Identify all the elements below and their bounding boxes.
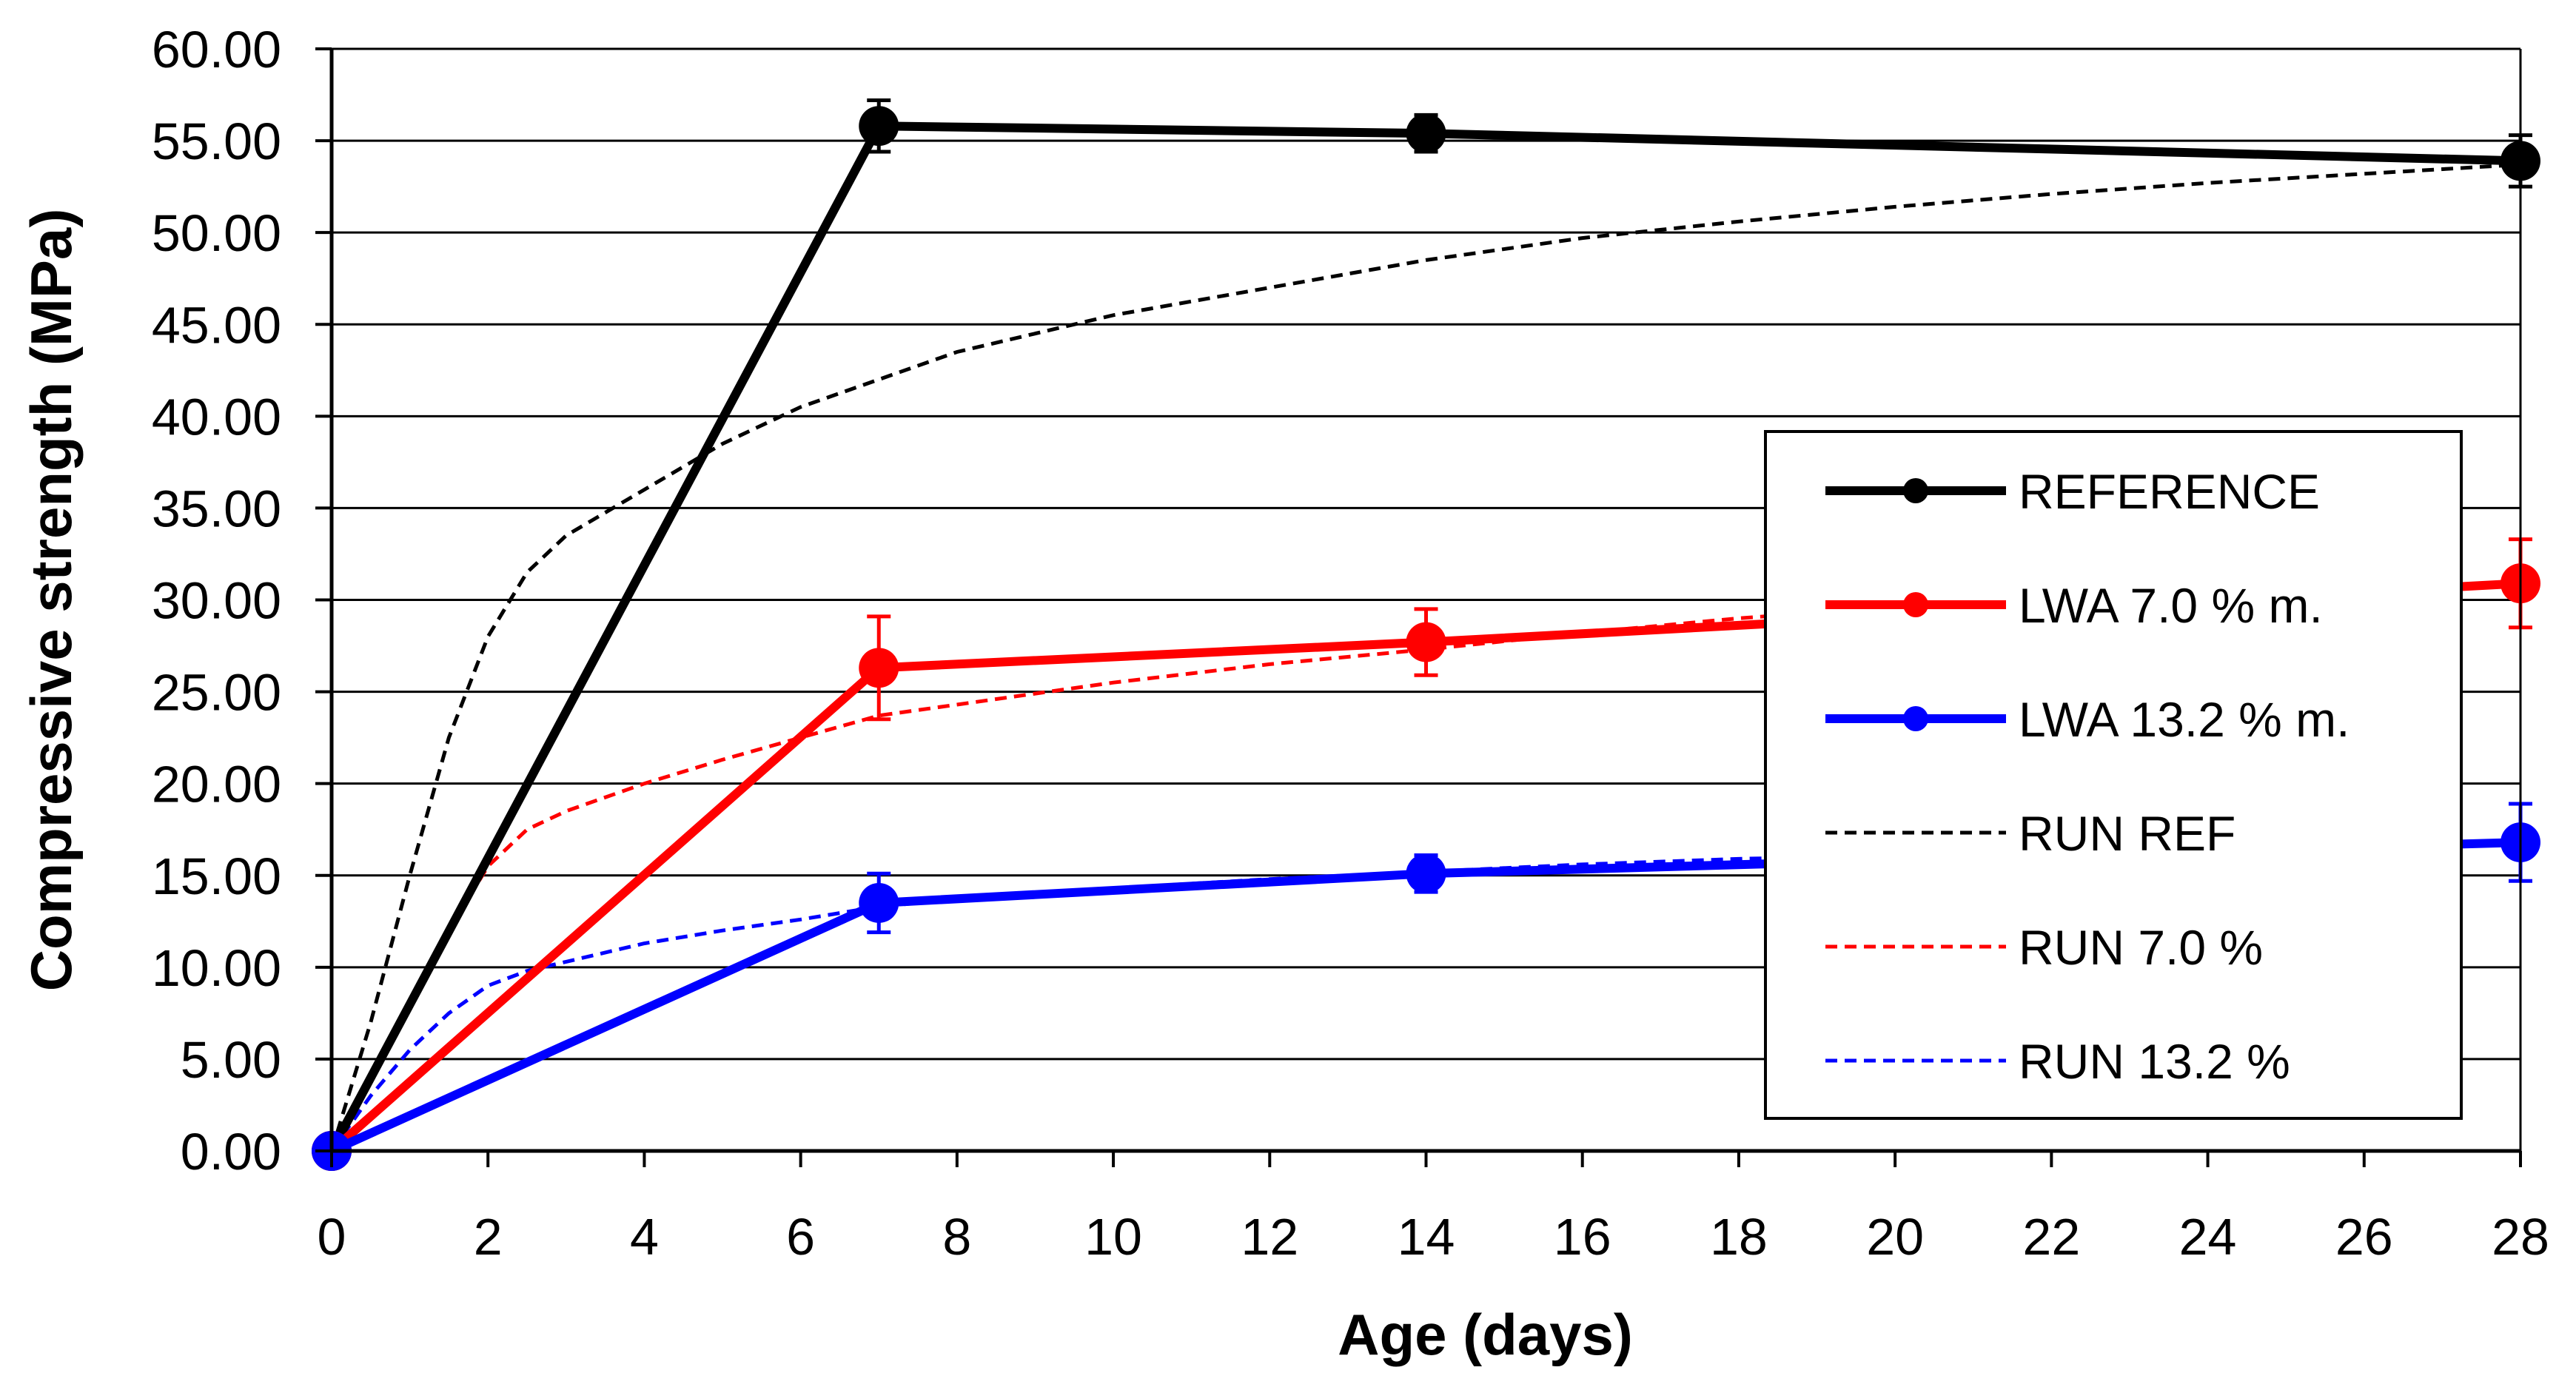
data-point-0-1 (859, 106, 899, 147)
legend-item-5: RUN 13.2 % (1825, 1034, 2290, 1089)
legend-marker-2 (1903, 706, 1928, 731)
x-tick-label-3: 6 (786, 1208, 815, 1266)
legend-item-4: RUN 7.0 % (1825, 920, 2263, 975)
x-tick-label-7: 14 (1398, 1208, 1455, 1266)
x-tick-label-9: 18 (1710, 1208, 1768, 1266)
series-line-3 (329, 162, 2521, 1152)
data-point-1-2 (1406, 622, 1446, 662)
y-tick-label-4: 20.00 (152, 756, 281, 813)
legend-label-1: LWA 7.0 % m. (2019, 578, 2323, 633)
y-tick-label-12: 60.00 (152, 21, 281, 78)
series-line-0 (327, 121, 2521, 1153)
x-tick-label-12: 24 (2179, 1208, 2237, 1266)
x-axis-title: Age (days) (1338, 1302, 1633, 1367)
legend: REFERENCE LWA 7.0 % m. LWA 13.2 % m. RUN RE… (1764, 430, 2463, 1120)
x-tick-label-5: 10 (1084, 1208, 1142, 1266)
y-tick-label-9: 45.00 (152, 296, 281, 354)
legend-item-3: RUN REF (1825, 806, 2235, 861)
legend-label-0: REFERENCE (2019, 464, 2320, 519)
series-3 (329, 162, 2521, 1152)
x-tick-label-0: 0 (318, 1208, 346, 1266)
legend-item-0: REFERENCE (1825, 464, 2320, 519)
x-tick-label-2: 4 (630, 1208, 659, 1266)
legend-label-5: RUN 13.2 % (2019, 1034, 2290, 1089)
data-point-0-2 (1406, 113, 1446, 154)
x-tick-label-13: 26 (2335, 1208, 2393, 1266)
legend-label-3: RUN REF (2019, 806, 2235, 861)
y-tick-label-0: 0.00 (181, 1123, 281, 1181)
y-tick-label-1: 5.00 (181, 1031, 281, 1089)
legend-marker-1 (1903, 592, 1928, 617)
legend-label-2: LWA 13.2 % m. (2019, 692, 2350, 747)
y-tick-label-7: 35.00 (152, 480, 281, 537)
legend-item-1: LWA 7.0 % m. (1825, 578, 2323, 633)
data-point-2-1 (859, 882, 899, 923)
y-tick-label-8: 40.00 (152, 388, 281, 446)
x-tick-label-4: 8 (942, 1208, 971, 1266)
legend-item-2: LWA 13.2 % m. (1825, 692, 2350, 747)
y-tick-label-6: 30.00 (152, 572, 281, 630)
legend-marker-0 (1903, 478, 1928, 503)
y-tick-label-5: 25.00 (152, 664, 281, 722)
y-axis-title: Compressive strength (MPa) (19, 209, 84, 992)
legend-label-4: RUN 7.0 % (2019, 920, 2263, 975)
y-tick-label-2: 10.00 (152, 939, 281, 997)
y-tick-label-3: 15.00 (152, 847, 281, 905)
x-tick-label-1: 2 (474, 1208, 503, 1266)
x-tick-label-11: 22 (2022, 1208, 2080, 1266)
data-point-1-1 (859, 648, 899, 688)
x-tick-label-10: 20 (1866, 1208, 1924, 1266)
x-tick-label-14: 28 (2492, 1208, 2549, 1266)
y-tick-label-10: 50.00 (152, 204, 281, 262)
y-tick-label-11: 55.00 (152, 113, 281, 170)
x-tick-label-8: 16 (1554, 1208, 1611, 1266)
legend-box (1764, 430, 2463, 1120)
x-tick-label-6: 12 (1241, 1208, 1298, 1266)
data-point-2-2 (1406, 853, 1446, 894)
axes: 0 2 4 6 8 10 12 14 16 18 20 22 24 26 280.005.0010.0015… (19, 21, 2549, 1367)
